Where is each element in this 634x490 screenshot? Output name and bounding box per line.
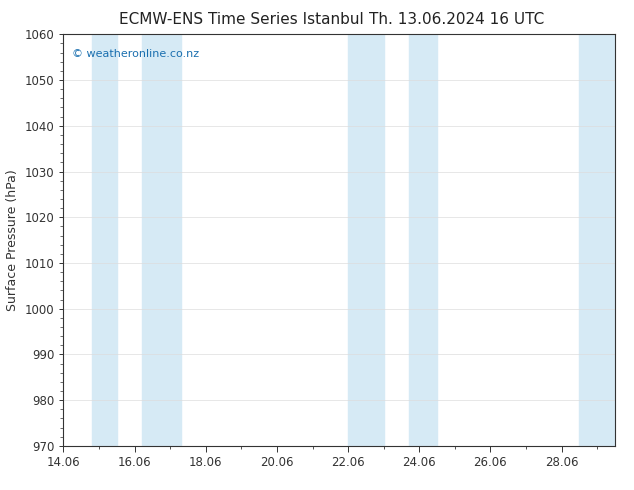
Bar — [92, 34, 117, 446]
Text: Th. 13.06.2024 16 UTC: Th. 13.06.2024 16 UTC — [369, 12, 544, 27]
Text: © weatheronline.co.nz: © weatheronline.co.nz — [72, 49, 199, 59]
Bar — [408, 34, 437, 446]
Bar — [348, 34, 384, 446]
Y-axis label: Surface Pressure (hPa): Surface Pressure (hPa) — [6, 169, 19, 311]
Bar — [141, 34, 181, 446]
Bar — [579, 34, 615, 446]
Text: ECMW-ENS Time Series Istanbul: ECMW-ENS Time Series Istanbul — [119, 12, 363, 27]
